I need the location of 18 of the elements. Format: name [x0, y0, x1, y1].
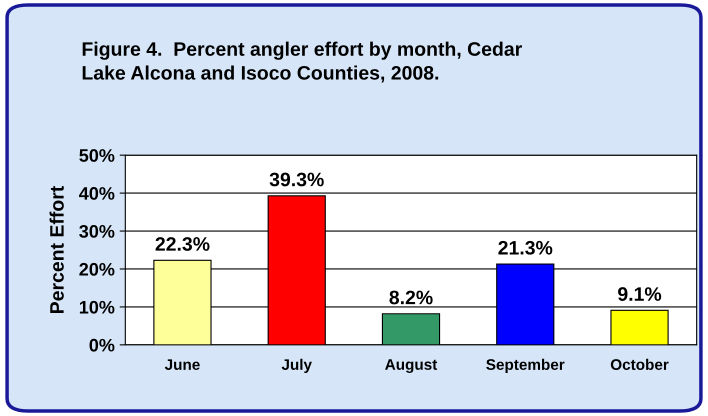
y-tick-label: 50%: [79, 149, 114, 162]
x-tick-label: September: [486, 358, 565, 373]
data-label: 22.3%: [156, 237, 210, 251]
x-tick-label: August: [385, 359, 438, 373]
data-label: 8.2%: [389, 290, 433, 304]
data-label: 39.3%: [270, 172, 324, 186]
x-tick-label: June: [164, 359, 200, 370]
y-axis-title: Percent Effort: [50, 186, 64, 313]
x-tick-label: July: [282, 358, 312, 373]
y-tick-label: 40%: [79, 187, 114, 200]
y-tick-label: 10%: [80, 300, 114, 314]
y-tick-label: 30%: [79, 224, 114, 238]
data-label: 9.1%: [618, 287, 662, 301]
data-label: 21.3%: [498, 240, 552, 255]
y-tick-label: 0%: [90, 338, 114, 352]
chart-title: Figure 4. Percent angler effort by month, Cedar Lake Alcona and Isoco Counties, 2008.: [82, 42, 522, 83]
y-tick-label: 20%: [79, 262, 114, 276]
x-tick-label: October: [610, 358, 669, 370]
